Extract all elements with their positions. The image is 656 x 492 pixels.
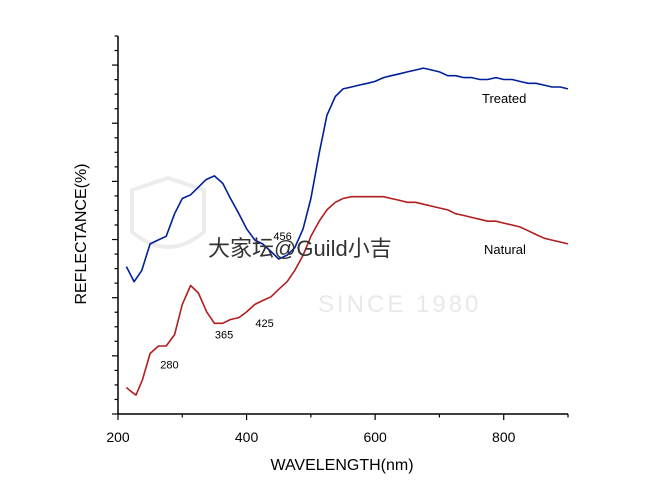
series-label-treated: Treated xyxy=(482,91,526,106)
x-tick-label: 600 xyxy=(363,429,387,445)
annotations: 280 365 425 456 xyxy=(160,231,292,372)
annotation-label: 365 xyxy=(215,329,233,341)
series-line-treated xyxy=(125,67,569,283)
y-axis-title: REFLECTANCE(%) xyxy=(73,163,90,304)
x-axis-ticks: 200 400 600 800 xyxy=(106,414,569,445)
background-watermark: SINCE 1980 xyxy=(130,175,481,318)
x-tick-label: 200 xyxy=(106,429,130,445)
series-label-natural: Natural xyxy=(484,242,526,257)
annotation-label: 280 xyxy=(160,360,178,372)
annotation-label: 456 xyxy=(273,231,291,243)
series-line-natural xyxy=(125,195,569,396)
series-lines xyxy=(125,67,569,396)
inline-legend: Treated Natural xyxy=(482,91,526,257)
x-axis-title: WAVELENGTH(nm) xyxy=(270,457,413,474)
x-tick-label: 400 xyxy=(235,429,259,445)
watermark-text: 大家坛@Guild小吉 xyxy=(208,236,392,261)
y-axis-ticks xyxy=(112,35,118,415)
annotation-label: 425 xyxy=(255,318,273,330)
watermark-since-text: SINCE 1980 xyxy=(318,291,481,318)
x-tick-label: 800 xyxy=(492,429,516,445)
